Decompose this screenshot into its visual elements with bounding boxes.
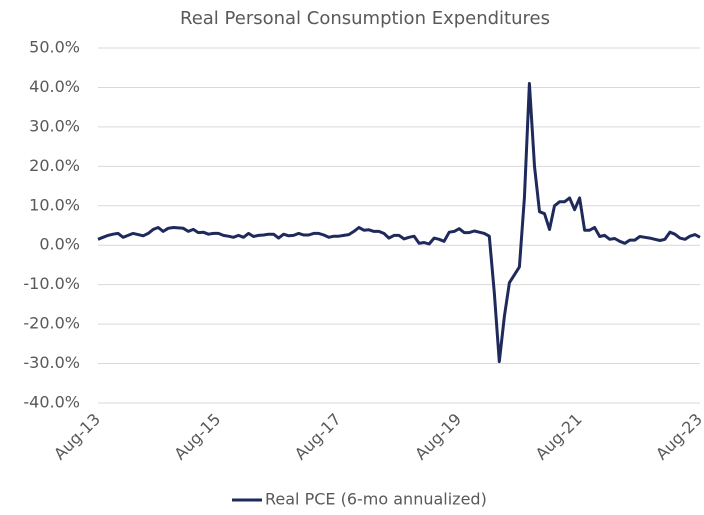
x-tick-label: Aug-13 [50, 410, 104, 464]
y-tick-label: 40.0% [29, 77, 80, 96]
y-tick-label: -30.0% [23, 353, 80, 372]
y-tick-label: 20.0% [29, 156, 80, 175]
y-tick-label: 50.0% [29, 38, 80, 57]
x-tick-label: Aug-15 [170, 410, 224, 464]
x-tick-label: Aug-21 [532, 410, 586, 464]
y-tick-label: -40.0% [23, 393, 80, 412]
y-tick-label: -20.0% [23, 314, 80, 333]
legend-label: Real PCE (6-mo annualized) [265, 490, 487, 509]
x-tick-label: Aug-23 [652, 410, 704, 464]
y-tick-label: 30.0% [29, 116, 80, 135]
y-tick-label: 10.0% [29, 195, 80, 214]
y-tick-label: 0.0% [39, 235, 80, 254]
x-tick-label: Aug-17 [291, 410, 345, 464]
series-line [97, 82, 701, 364]
x-tick-label: Aug-19 [411, 410, 465, 464]
y-tick-label: -10.0% [23, 274, 80, 293]
chart-title: Real Personal Consumption Expenditures [180, 8, 550, 29]
